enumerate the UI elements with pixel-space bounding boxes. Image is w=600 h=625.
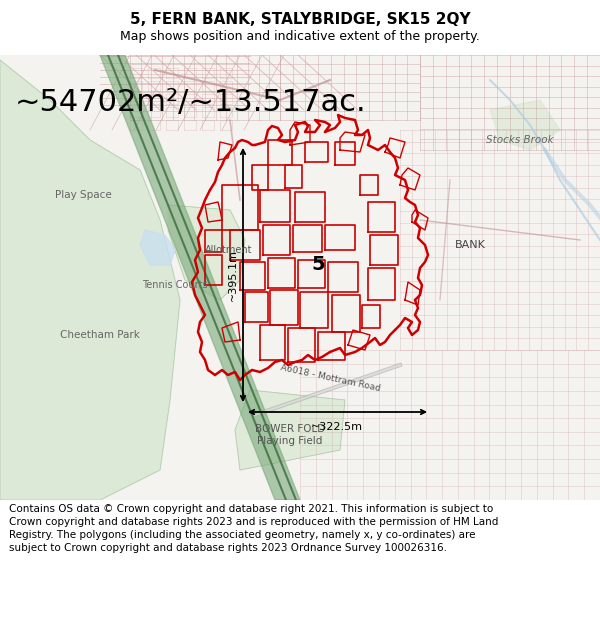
Text: Stocks Brook: Stocks Brook <box>486 135 554 145</box>
Text: Cheetham Park: Cheetham Park <box>60 330 140 340</box>
Polygon shape <box>490 100 560 150</box>
Text: A6018 - Mottram Road: A6018 - Mottram Road <box>279 363 381 393</box>
Text: BANK: BANK <box>455 240 486 250</box>
Text: Tennis Courts: Tennis Courts <box>142 280 208 290</box>
Text: ~322.5m: ~322.5m <box>311 422 363 432</box>
Polygon shape <box>168 205 245 300</box>
Text: Contains OS data © Crown copyright and database right 2021. This information is : Contains OS data © Crown copyright and d… <box>9 504 499 553</box>
Polygon shape <box>0 60 180 500</box>
Text: 5, FERN BANK, STALYBRIDGE, SK15 2QY: 5, FERN BANK, STALYBRIDGE, SK15 2QY <box>130 12 470 27</box>
Text: Play Space: Play Space <box>55 190 112 200</box>
Text: Map shows position and indicative extent of the property.: Map shows position and indicative extent… <box>120 30 480 43</box>
Text: BOWER FOLD
Playing Field: BOWER FOLD Playing Field <box>255 424 325 446</box>
Polygon shape <box>100 55 300 500</box>
Polygon shape <box>235 390 345 470</box>
Text: 5: 5 <box>311 256 325 274</box>
Text: Allotment: Allotment <box>205 245 253 255</box>
Polygon shape <box>140 230 175 265</box>
Text: ~54702m²/~13.517ac.: ~54702m²/~13.517ac. <box>15 88 367 116</box>
Text: ~395.1m: ~395.1m <box>228 249 238 301</box>
